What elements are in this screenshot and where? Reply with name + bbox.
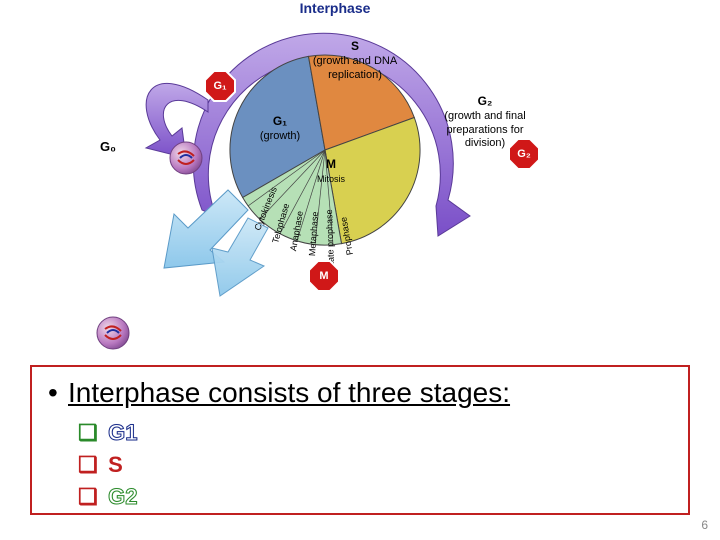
page-number: 6: [701, 518, 708, 532]
checkbox-icon: ❑: [78, 449, 102, 481]
content-text-box: •Interphase consists of three stages: ❑ …: [30, 365, 690, 515]
g1-name: G₁: [273, 114, 287, 128]
m-name: M: [326, 157, 336, 171]
mitosis-phase-late-prophase: Late prophase: [324, 209, 336, 267]
main-bullet-text: Interphase consists of three stages:: [68, 377, 510, 408]
g2-checkpoint-label: G₂: [517, 148, 530, 160]
s-sector-label: S (growth and DNA replication): [295, 40, 415, 81]
check-item-g1: ❑ G1: [78, 417, 672, 449]
g2-name: G₂: [478, 94, 493, 108]
interphase-title: Interphase: [290, 0, 380, 16]
checkbox-icon: ❑: [78, 417, 102, 449]
g1-sub: (growth): [260, 130, 300, 142]
cell-icon: [168, 140, 204, 176]
cell-icon: [95, 315, 131, 351]
g1-checkpoint-octagon: G₁: [204, 70, 236, 102]
check-item-label: G1: [108, 420, 137, 445]
cell-cycle-diagram: Interphase G₁ (growth) S (growth and DNA…: [90, 0, 560, 310]
slide: Interphase G₁ (growth) S (growth and DNA…: [0, 0, 720, 540]
s-sub: (growth and DNA replication): [313, 55, 397, 81]
g0-label: G₀: [100, 140, 116, 155]
s-name: S: [351, 39, 359, 53]
bullet-dot: •: [48, 377, 68, 409]
main-bullet-line: •Interphase consists of three stages:: [48, 377, 672, 409]
m-sub: Mitosis: [317, 174, 345, 184]
g1-sector-label: G₁ (growth): [245, 115, 315, 143]
check-item-label: G2: [108, 484, 137, 509]
m-sector-label: M Mitosis: [311, 158, 351, 186]
check-item-s: ❑ S: [78, 449, 672, 481]
g2-checkpoint-octagon: G₂: [508, 138, 540, 170]
check-item-label: S: [108, 452, 123, 477]
checkbox-icon: ❑: [78, 481, 102, 513]
m-checkpoint-octagon: M: [308, 260, 340, 292]
m-checkpoint-label: M: [319, 270, 328, 282]
check-item-g2: ❑ G2: [78, 481, 672, 513]
g1-checkpoint-label: G₁: [213, 80, 226, 92]
